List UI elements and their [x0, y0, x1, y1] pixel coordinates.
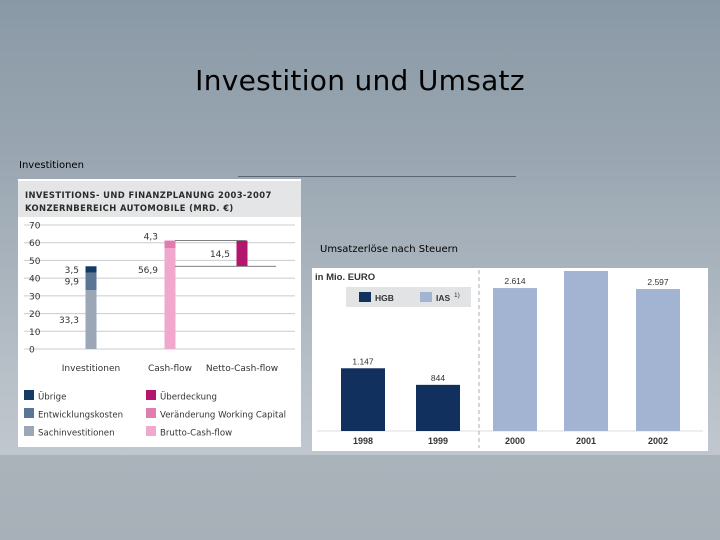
chart-header-line2: KONZERNBEREICH AUTOMOBILE (MRD. €) [25, 203, 234, 213]
category-label: Investitionen [62, 364, 120, 374]
segment-value-label: 33,3 [59, 316, 79, 326]
segment-value-label: 4,3 [144, 233, 158, 243]
legend-swatch [146, 426, 156, 436]
bar-segment [85, 266, 97, 273]
y-tick-label: 10 [29, 328, 41, 338]
investment-chart-header: INVESTITIONS- UND FINANZPLANUNG 2003-200… [18, 181, 301, 217]
bar-segment [85, 290, 97, 349]
segment-value-label: 14,5 [210, 250, 230, 260]
investment-chart-panel: INVESTITIONS- UND FINANZPLANUNG 2003-200… [18, 179, 301, 447]
y-tick-label: 40 [29, 275, 41, 285]
bar-segment [85, 272, 97, 291]
legend-swatch [420, 292, 432, 302]
legend-label: Übrige [38, 392, 66, 403]
segment-value-label: 56,9 [138, 266, 158, 276]
y-tick-label: 70 [29, 222, 41, 232]
legend-label: IAS [436, 293, 451, 303]
revenue-bar [341, 368, 385, 431]
legend-label: Überdeckung [160, 392, 217, 403]
bar-value-label: 2.597 [647, 277, 669, 287]
revenue-bar [564, 270, 608, 431]
legend-label: Entwicklungskosten [38, 411, 123, 421]
bar-value-label: 1.147 [352, 356, 374, 366]
y-tick-label: 0 [29, 346, 35, 356]
legend-label: Sachinvestitionen [38, 429, 115, 439]
bar-value-label: 2.614 [504, 276, 526, 286]
y-tick-label: 60 [29, 239, 41, 249]
bar-segment [164, 240, 176, 249]
divider-line [238, 176, 516, 177]
chart-header-line1: INVESTITIONS- UND FINANZPLANUNG 2003-200… [25, 190, 272, 200]
category-label: Netto-Cash-flow [206, 364, 278, 374]
legend-swatch [24, 426, 34, 436]
bar-segment [164, 248, 176, 349]
bar-value-label: 2.926 [575, 268, 597, 269]
category-label: Cash-flow [148, 364, 192, 374]
label-umsatzerloese: Umsatzerlöse nach Steuern [320, 244, 458, 255]
slide-title: Investition und Umsatz [195, 64, 525, 97]
investment-chart: 0 10 20 30 40 50 60 70 33,3 9,9 3,5 56,9 4,3 14,5 Inve… [24, 222, 295, 439]
year-label: 2000 [505, 436, 525, 446]
y-tick-label: 30 [29, 292, 41, 302]
segment-value-label: 3,5 [65, 266, 79, 276]
bottom-band [0, 455, 720, 540]
bar-value-label: 844 [431, 373, 445, 383]
legend-box [346, 287, 471, 307]
legend-swatch [146, 408, 156, 418]
legend-label: Brutto-Cash-flow [160, 429, 232, 439]
legend-swatch [24, 408, 34, 418]
legend-label: Veränderung Working Capital [160, 411, 286, 421]
year-label: 1998 [353, 436, 373, 446]
y-tick-label: 50 [29, 257, 41, 267]
unit-label: in Mio. EURO [315, 272, 375, 283]
label-investitionen: Investitionen [19, 160, 84, 171]
segment-value-label: 9,9 [65, 278, 80, 288]
year-label: 1999 [428, 436, 448, 446]
year-label: 2002 [648, 436, 668, 446]
year-label: 2001 [576, 436, 596, 446]
y-tick-label: 20 [29, 310, 41, 320]
legend-label: HGB [375, 293, 394, 303]
legend-swatch [146, 390, 156, 400]
legend-swatch [24, 390, 34, 400]
revenue-bar [493, 288, 537, 431]
revenue-bar [416, 384, 460, 431]
legend-superscript: 1) [454, 292, 460, 299]
revenue-chart-panel: in Mio. EURO HGB IAS 1) 1.147 1998 844 1999 2.61… [312, 259, 708, 451]
bar-segment [236, 240, 248, 267]
revenue-bar [636, 288, 680, 431]
legend-swatch [359, 292, 371, 302]
